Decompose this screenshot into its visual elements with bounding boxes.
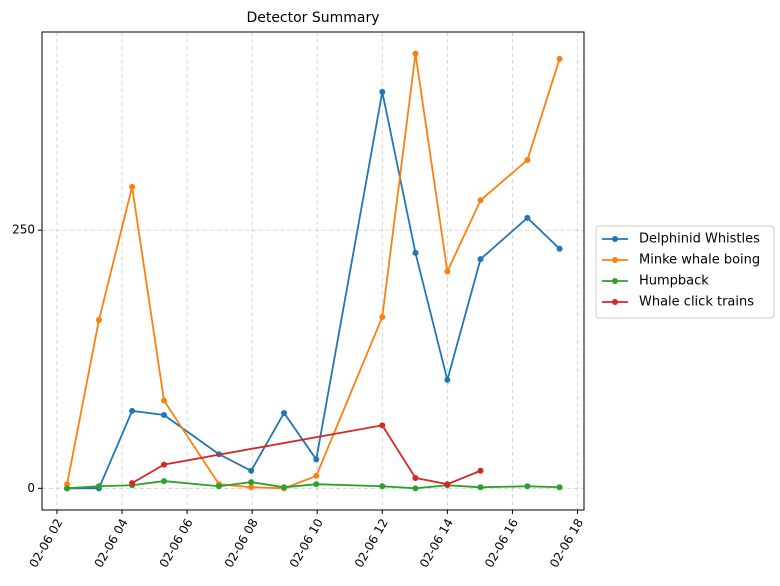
point: [524, 157, 531, 164]
point: [248, 479, 255, 486]
series-line: [131, 424, 481, 486]
x-tick-label: 02-06 02: [26, 516, 65, 570]
legend-label: Whale click trains: [639, 295, 754, 310]
series-line: [66, 480, 560, 490]
point: [477, 197, 484, 204]
legend-marker: [612, 299, 618, 305]
chart-title: Detector Summary: [246, 10, 379, 26]
point: [129, 407, 136, 414]
point: [412, 50, 419, 57]
y-tick-label: 250: [12, 223, 35, 237]
point: [215, 483, 222, 490]
point: [556, 55, 563, 62]
point: [64, 481, 71, 488]
x-tick-label: 02-06 14: [417, 516, 456, 570]
point: [160, 478, 167, 485]
legend-marker: [612, 278, 618, 284]
point: [160, 461, 167, 468]
x-tick-label: 02-06 04: [92, 516, 131, 570]
x-tick-label: 02-06 10: [287, 516, 326, 570]
point: [477, 467, 484, 474]
point: [129, 183, 136, 190]
point: [444, 268, 451, 275]
point: [248, 484, 255, 491]
point: [379, 313, 386, 320]
point: [281, 409, 288, 416]
series-line: [66, 53, 561, 490]
point: [412, 485, 419, 492]
point: [412, 249, 419, 256]
point: [379, 483, 386, 490]
legend-marker: [612, 257, 618, 263]
x-tick-label: 02-06 12: [352, 516, 391, 570]
legend-label: Minke whale boing: [639, 253, 760, 268]
x-tick-label: 02-06 18: [547, 516, 586, 570]
point: [95, 483, 102, 490]
point: [524, 214, 531, 221]
point: [477, 484, 484, 491]
legend-frame: [595, 225, 775, 319]
point: [95, 317, 102, 324]
y-tick-label: 0: [27, 481, 35, 495]
point: [524, 483, 531, 490]
point: [556, 245, 563, 252]
point: [129, 480, 136, 487]
point: [556, 484, 563, 491]
point: [64, 485, 71, 492]
point: [379, 88, 386, 95]
point: [444, 481, 451, 488]
point: [412, 474, 419, 481]
point: [477, 256, 484, 263]
legend-label: Delphinid Whistles: [639, 232, 760, 247]
x-tick-label: 02-06 06: [157, 516, 196, 570]
point: [313, 481, 320, 488]
point: [281, 484, 288, 491]
point: [379, 422, 386, 429]
plot-frame: [41, 31, 585, 511]
point: [444, 376, 451, 383]
point: [313, 472, 320, 479]
point: [160, 397, 167, 404]
point: [313, 456, 320, 463]
point: [248, 467, 255, 474]
x-tick-label: 02-06 16: [482, 516, 521, 570]
legend-marker: [612, 236, 618, 242]
point: [160, 412, 167, 419]
legend-label: Humpback: [639, 274, 709, 289]
series-line: [67, 91, 561, 490]
x-tick-label: 02-06 08: [222, 516, 261, 570]
